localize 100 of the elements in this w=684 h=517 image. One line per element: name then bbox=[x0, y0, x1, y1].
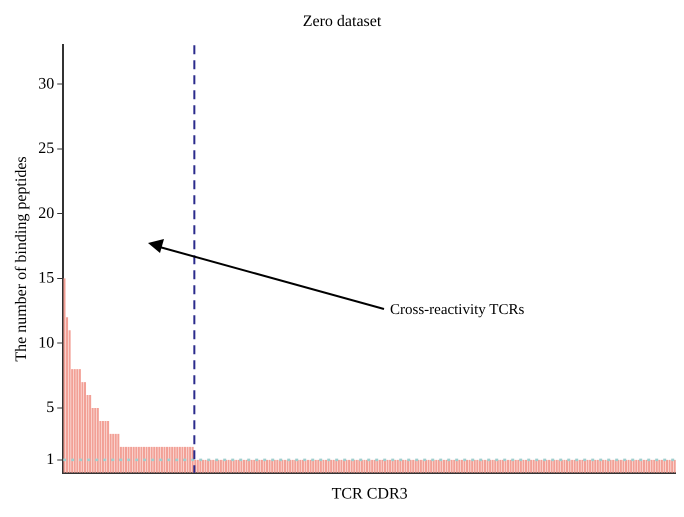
bar bbox=[89, 395, 92, 473]
bar bbox=[224, 460, 228, 473]
bar bbox=[578, 460, 581, 473]
bar bbox=[658, 460, 660, 473]
bar bbox=[174, 446, 176, 473]
bar bbox=[156, 446, 158, 473]
bar bbox=[242, 460, 245, 473]
y-tick-label: 20 bbox=[38, 204, 54, 222]
bar bbox=[402, 460, 404, 473]
bar bbox=[553, 460, 556, 473]
bar bbox=[538, 460, 540, 473]
bar bbox=[496, 460, 499, 473]
y-tick-label: 25 bbox=[38, 140, 54, 158]
bar bbox=[530, 460, 532, 473]
bar bbox=[428, 460, 430, 473]
bar bbox=[160, 446, 163, 473]
bar bbox=[317, 460, 320, 473]
annotation: Cross-reactivity TCRs bbox=[390, 302, 524, 318]
bar bbox=[602, 460, 604, 473]
bar bbox=[204, 460, 207, 473]
bar bbox=[560, 460, 563, 473]
bar bbox=[130, 446, 132, 473]
bar bbox=[581, 460, 584, 473]
bar bbox=[502, 460, 504, 473]
bar bbox=[417, 460, 420, 473]
bar bbox=[63, 278, 66, 473]
bar bbox=[330, 460, 332, 473]
bar bbox=[435, 460, 438, 473]
bar bbox=[138, 446, 140, 473]
bar bbox=[489, 460, 492, 473]
chart-title: Zero dataset bbox=[302, 12, 382, 30]
bar bbox=[112, 434, 114, 473]
bar bbox=[338, 460, 340, 473]
bar bbox=[284, 460, 286, 473]
bar bbox=[566, 460, 568, 473]
bar bbox=[453, 460, 456, 473]
y-axis-title: The number of binding peptides bbox=[12, 156, 30, 362]
bar bbox=[210, 460, 212, 473]
bar bbox=[430, 460, 432, 473]
bar bbox=[474, 460, 476, 473]
bar bbox=[163, 446, 166, 473]
bar bbox=[314, 460, 317, 473]
bar bbox=[253, 460, 256, 473]
bar bbox=[507, 460, 510, 473]
bar bbox=[412, 460, 414, 473]
bar bbox=[166, 446, 168, 473]
bar bbox=[386, 460, 389, 473]
y-tick-label: 30 bbox=[38, 75, 54, 92]
bar bbox=[596, 460, 599, 473]
bar bbox=[102, 420, 104, 473]
bar bbox=[563, 460, 566, 473]
bar bbox=[481, 460, 484, 473]
bar bbox=[276, 460, 278, 473]
bar bbox=[258, 460, 260, 473]
bar bbox=[458, 460, 460, 473]
bar bbox=[202, 460, 204, 473]
bar bbox=[374, 460, 376, 473]
bar bbox=[381, 460, 384, 473]
bar bbox=[535, 460, 538, 473]
bar bbox=[660, 460, 663, 473]
bar bbox=[114, 434, 117, 473]
bar bbox=[586, 460, 589, 473]
bar bbox=[107, 420, 110, 473]
bar bbox=[348, 460, 350, 473]
bar bbox=[122, 446, 124, 473]
bar bbox=[410, 460, 412, 473]
bar bbox=[638, 460, 640, 473]
bar bbox=[442, 460, 445, 473]
bar bbox=[445, 460, 448, 473]
bar bbox=[656, 460, 658, 473]
bar bbox=[389, 460, 392, 473]
bar bbox=[394, 460, 396, 473]
bar bbox=[281, 460, 284, 473]
bar bbox=[604, 460, 607, 473]
bar bbox=[645, 460, 648, 473]
bar bbox=[514, 460, 517, 473]
bar bbox=[274, 460, 276, 473]
bar bbox=[310, 460, 312, 473]
bar bbox=[494, 460, 496, 473]
bar bbox=[335, 460, 338, 473]
bar bbox=[492, 460, 494, 473]
bar bbox=[294, 460, 296, 473]
bar bbox=[148, 446, 150, 473]
bar bbox=[522, 460, 524, 473]
y-tick-label: 10 bbox=[38, 334, 54, 352]
bar bbox=[476, 460, 478, 473]
bar bbox=[404, 460, 407, 473]
bar bbox=[96, 408, 99, 473]
bar bbox=[322, 460, 324, 473]
bar bbox=[396, 460, 399, 473]
bar bbox=[468, 460, 471, 473]
bar bbox=[181, 446, 184, 473]
x-axis-title: TCR CDR3 bbox=[332, 486, 408, 503]
bar bbox=[171, 446, 174, 473]
bar bbox=[260, 460, 263, 473]
bar bbox=[484, 460, 486, 473]
bar bbox=[302, 460, 304, 473]
bar bbox=[450, 460, 453, 473]
bar bbox=[556, 460, 558, 473]
bar bbox=[214, 460, 217, 473]
